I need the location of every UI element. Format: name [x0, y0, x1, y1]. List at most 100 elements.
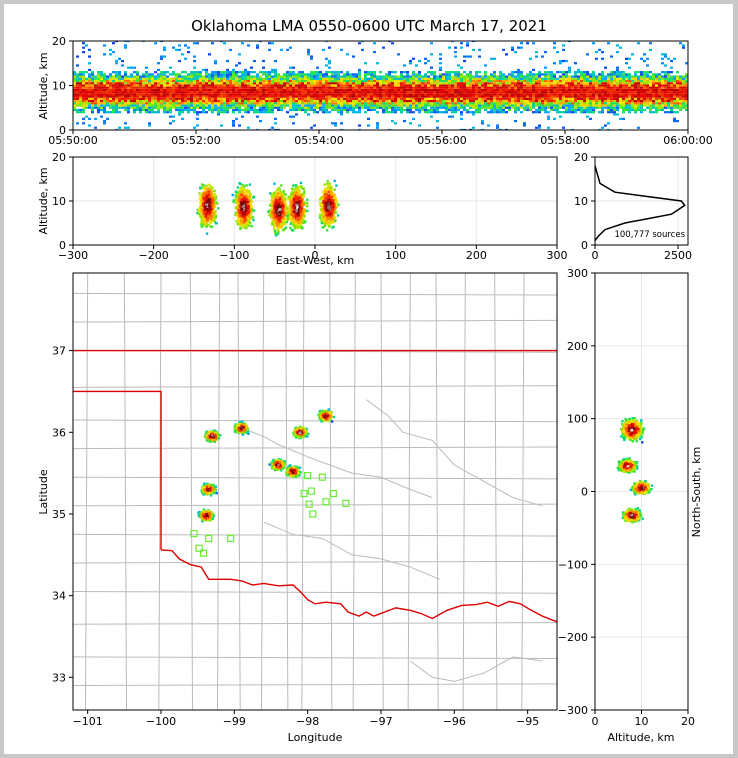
time-heat-cell	[457, 104, 460, 107]
time-heat-cell	[121, 97, 124, 100]
time-heat-cell	[373, 77, 376, 80]
time-heat-cell	[379, 75, 382, 78]
time-heat-cell	[361, 93, 364, 96]
time-heat-cell	[655, 77, 658, 80]
time-heat-cell	[685, 95, 688, 98]
time-heat-cell	[574, 62, 577, 65]
time-heat-cell	[280, 108, 283, 112]
time-heat-cell	[301, 79, 304, 83]
time-heat-cell	[214, 77, 217, 80]
time-heat-cell	[232, 120, 235, 123]
time-heat-cell	[400, 111, 403, 114]
time-heat-cell	[418, 88, 421, 92]
time-heat-cell	[163, 79, 166, 83]
time-heat-cell	[439, 68, 442, 72]
time-heat-cell	[307, 88, 310, 92]
time-heat-cell	[340, 106, 343, 109]
time-heat-cell	[358, 73, 361, 76]
time-heat-cell	[103, 84, 106, 87]
time-heat-cell	[541, 108, 544, 112]
time-heat-cell	[367, 97, 370, 100]
time-heat-cell	[157, 95, 160, 98]
time-heat-cell	[517, 99, 520, 103]
time-heat-cell	[283, 88, 286, 92]
time-heat-cell	[529, 102, 532, 105]
time-heat-cell	[628, 102, 631, 105]
time-heat-cell	[331, 75, 334, 78]
time-heat-cell	[271, 126, 274, 129]
time-heat-cell	[478, 99, 481, 103]
time-heat-cell	[619, 71, 622, 74]
time-heat-cell	[520, 46, 523, 49]
time-heat-cell	[646, 84, 649, 87]
time-heat-cell	[382, 46, 385, 49]
time-heat-cell	[397, 102, 400, 105]
time-heat-cell	[286, 79, 289, 83]
time-heat-cell	[502, 79, 505, 83]
time-heat-cell	[514, 99, 517, 103]
time-heat-cell	[112, 106, 115, 109]
time-heat-cell	[394, 86, 397, 89]
time-heat-cell	[163, 95, 166, 98]
time-heat-cell	[415, 79, 418, 83]
time-heat-cell	[100, 91, 103, 94]
time-heat-cell	[589, 97, 592, 100]
time-heat-cell	[289, 84, 292, 87]
time-heat-cell	[196, 104, 199, 107]
time-heat-cell	[175, 75, 178, 78]
ew-heat-cell	[203, 194, 206, 198]
time-heat-cell	[118, 82, 121, 85]
time-heat-cell	[562, 59, 565, 63]
time-heat-cell	[256, 99, 259, 103]
ew-heat-cell	[215, 201, 218, 204]
time-heat-cell	[526, 93, 529, 96]
time-heat-cell	[154, 95, 157, 98]
time-heat-cell	[562, 95, 565, 98]
time-heat-cell	[439, 91, 442, 94]
time-heat-cell	[322, 77, 325, 80]
time-heat-cell	[631, 102, 634, 105]
time-heat-cell	[412, 111, 415, 114]
time-heat-cell	[223, 75, 226, 78]
time-heat-cell	[97, 102, 100, 105]
time-heat-cell	[355, 73, 358, 76]
time-heat-cell	[244, 106, 247, 109]
time-heat-cell	[505, 106, 508, 109]
time-heat-cell	[490, 84, 493, 87]
time-heat-cell	[313, 91, 316, 94]
time-heat-cell	[364, 106, 367, 109]
time-heat-cell	[421, 91, 424, 94]
time-heat-cell	[601, 93, 604, 96]
time-heat-cell	[574, 91, 577, 94]
time-heat-cell	[637, 106, 640, 109]
time-heat-cell	[391, 95, 394, 98]
time-heat-cell	[454, 71, 457, 74]
time-heat-cell	[304, 95, 307, 98]
ew-heat-cell	[201, 186, 204, 189]
time-heat-cell	[649, 93, 652, 96]
time-heat-cell	[310, 75, 313, 78]
time-heat-cell	[376, 97, 379, 100]
time-heat-cell	[568, 71, 571, 74]
time-heat-cell	[289, 102, 292, 105]
time-heat-cell	[313, 73, 316, 76]
time-heat-cell	[346, 95, 349, 98]
time-heat-cell	[424, 86, 427, 89]
time-heat-cell	[223, 102, 226, 105]
time-heat-cell	[406, 84, 409, 87]
time-heat-cell	[286, 95, 289, 98]
time-heat-cell	[469, 84, 472, 87]
time-heat-cell	[520, 82, 523, 85]
time-heat-cell	[529, 57, 532, 60]
time-heat-cell	[253, 91, 256, 94]
time-heat-cell	[157, 62, 160, 65]
time-heat-cell	[616, 51, 619, 54]
time-heat-cell	[556, 79, 559, 83]
time-heat-cell	[244, 71, 247, 74]
time-heat-cell	[457, 106, 460, 109]
time-heat-cell	[409, 59, 412, 63]
time-heat-cell	[439, 97, 442, 100]
time-heat-cell	[337, 97, 340, 100]
time-heat-cell	[517, 77, 520, 80]
time-heat-cell	[481, 82, 484, 85]
